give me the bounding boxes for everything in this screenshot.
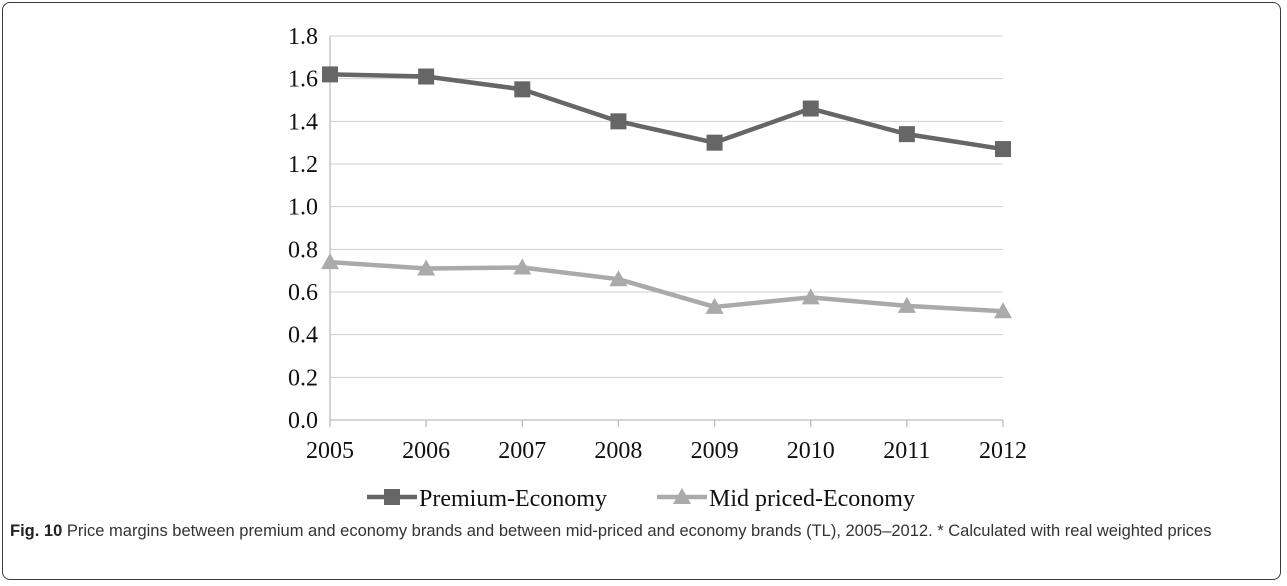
x-tick-labels: 2005 2006 2007 2008 2009 2010 2011 2012 [306, 438, 1027, 464]
x-tick-label: 2005 [306, 438, 354, 464]
series-layer [321, 66, 1012, 319]
legend-label: Mid priced-Economy [709, 486, 915, 512]
data-point [609, 270, 628, 287]
figure-label: Fig. 10 [10, 522, 63, 540]
y-tick-label: 0.0 [288, 408, 318, 434]
data-point [705, 297, 724, 314]
x-tick-label: 2010 [787, 438, 835, 464]
y-tick-label: 1.8 [288, 24, 318, 50]
axes [329, 36, 1004, 427]
x-tick-label: 2009 [691, 438, 739, 464]
y-tick-label: 1.4 [288, 109, 318, 135]
y-tick-labels: 0.0 0.2 0.4 0.6 0.8 1.0 1.2 1.4 1.6 1.8 [288, 24, 318, 434]
series-line-1 [329, 259, 1004, 314]
y-tick-label: 1.0 [288, 195, 318, 221]
data-point [514, 81, 531, 98]
legend-marker [384, 489, 400, 505]
data-point [802, 100, 819, 117]
x-tick-label: 2007 [498, 438, 546, 464]
data-point [321, 253, 339, 270]
x-tick-label: 2006 [402, 438, 450, 464]
data-point [801, 288, 820, 305]
y-tick-label: 1.2 [288, 152, 318, 178]
legend-marker [673, 488, 691, 504]
series-line-0 [329, 72, 1004, 152]
legend-item-0: Premium-Economy [367, 486, 607, 512]
y-tick-label: 0.8 [288, 237, 318, 263]
y-tick-label: 0.6 [288, 280, 318, 306]
data-point [418, 68, 435, 85]
data-point [610, 113, 627, 130]
data-point [513, 258, 532, 275]
data-point [897, 296, 916, 313]
x-tick-label: 2012 [979, 438, 1027, 464]
y-tick-label: 0.2 [288, 365, 318, 391]
data-point [322, 66, 338, 83]
line-chart: 0.00.20.40.60.81.01.21.41.61.8 2005 2006 2… [288, 24, 1027, 512]
legend-label: Premium-Economy [419, 486, 607, 512]
caption-text: Price margins between premium and econom… [62, 522, 1212, 540]
x-tick-label: 2008 [594, 438, 642, 464]
series-0 [322, 66, 1011, 158]
data-point [994, 302, 1012, 319]
data-point [995, 141, 1011, 158]
x-tick-label: 2011 [883, 438, 930, 464]
gridlines [330, 35, 1003, 378]
figure-caption: Fig. 10 Price margins between premium an… [10, 520, 1275, 543]
data-point [898, 126, 915, 143]
legend: Premium-Economy Mid priced-Economy [367, 486, 915, 512]
y-tick-label: 0.4 [288, 323, 318, 349]
legend-item-1: Mid priced-Economy [657, 486, 915, 512]
series-1 [321, 253, 1012, 319]
y-tick-label: 1.6 [288, 67, 318, 93]
data-point [417, 259, 436, 276]
data-point [706, 134, 723, 151]
